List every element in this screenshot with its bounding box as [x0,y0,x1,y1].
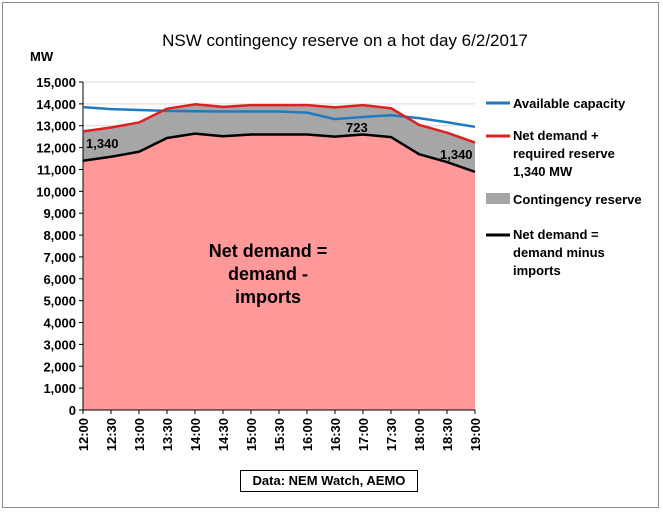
x-tick-label: 12:00 [76,418,91,451]
chart-title: NSW contingency reserve on a hot day 6/2… [162,31,528,50]
y-tick-label: 13,000 [36,119,76,134]
y-tick-label: 3,000 [43,337,76,352]
y-tick-label: 8,000 [43,228,76,243]
x-tick-label: 17:30 [384,418,399,451]
net-demand-area [83,133,475,410]
y-tick-label: 15,000 [36,75,76,90]
legend-label-net-demand-2: demand minus [513,245,605,260]
y-tick-label: 10,000 [36,184,76,199]
y-tick-label: 2,000 [43,359,76,374]
legend-label-contingency-reserve: Contingency reserve [513,192,642,207]
x-tick-label: 16:30 [328,418,343,451]
net-demand-area-label-line2: demand - [228,264,308,284]
y-tick-label: 9,000 [43,206,76,221]
net-demand-line [82,132,476,174]
x-tick-label: 18:00 [412,418,427,451]
legend-label-net-demand-plus-reserve-2: required reserve [513,146,615,161]
annotation-reserve-min: 723 [346,120,368,135]
legend-label-net-demand-plus-reserve-1: Net demand + [513,128,599,143]
net-demand-plus-reserve-line [82,103,476,144]
annotation-reserve-start: 1,340 [86,136,119,151]
x-tick-label: 15:30 [272,418,287,451]
y-tick-label: 0 [69,403,76,418]
y-tick-label: 1,000 [43,381,76,396]
legend-label-net-demand-3: imports [513,263,561,278]
x-tick-label: 13:00 [132,418,147,451]
axes [79,81,476,414]
legend-label-net-demand-plus-reserve-3: 1,340 MW [513,164,573,179]
legend-label-available-capacity: Available capacity [513,96,626,111]
available-capacity-line [82,105,476,129]
y-tick-label: 7,000 [43,250,76,265]
legend-swatch-contingency-reserve [486,193,510,204]
x-tick-labels: 12:00 12:30 13:00 13:30 14:00 14:30 15:00 15:30… [76,418,483,451]
y-tick-labels: 0 1,000 2,000 3,000 4,000 5,000 6,000 7,000 8,00… [36,75,76,418]
x-tick-label: 12:30 [104,418,119,451]
series-lines [82,103,476,174]
y-tick-label: 14,000 [36,97,76,112]
data-source-box: Data: NEM Watch, AEMO [240,470,418,492]
x-tick-label: 19:00 [468,418,483,451]
x-tick-label: 15:00 [244,418,259,451]
y-tick-label: 4,000 [43,316,76,331]
annotations: 1,340 723 1,340 Net demand = demand - im… [86,120,473,307]
legend-label-net-demand-1: Net demand = [513,227,599,242]
annotation-reserve-end: 1,340 [440,147,473,162]
x-tick-label: 13:30 [160,418,175,451]
net-demand-area-label-line3: imports [235,287,301,307]
y-tick-label: 12,000 [36,141,76,156]
x-tick-label: 16:00 [300,418,315,451]
y-axis-unit-label: MW [30,49,54,64]
y-tick-label: 5,000 [43,294,76,309]
x-tick-label: 14:00 [188,418,203,451]
x-tick-label: 14:30 [216,418,231,451]
contingency-reserve-area [83,104,475,172]
x-tick-label: 18:30 [440,418,455,451]
x-tick-label: 17:00 [356,418,371,451]
area-layer [83,104,475,410]
net-demand-area-label-line1: Net demand = [209,241,328,261]
y-tick-label: 6,000 [43,272,76,287]
legend: Available capacity Net demand + required… [486,96,642,278]
y-tick-label: 11,000 [37,162,76,177]
